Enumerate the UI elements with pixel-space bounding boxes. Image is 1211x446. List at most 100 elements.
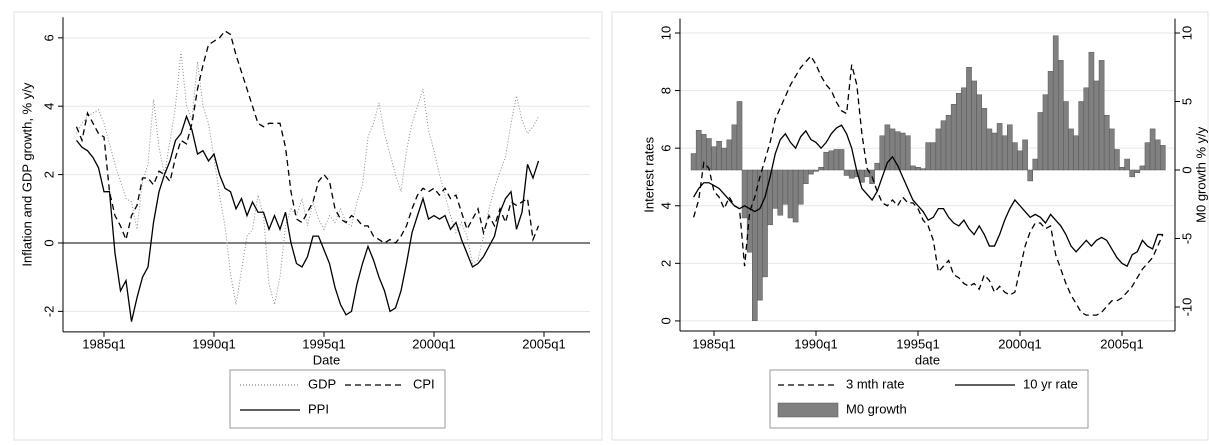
x-axis-title: date (915, 352, 940, 367)
bar (797, 169, 804, 205)
bar (808, 169, 814, 175)
bar (782, 169, 789, 205)
bar (721, 147, 728, 171)
bar (899, 132, 906, 171)
y2-tick-label: -5 (1179, 233, 1194, 245)
legend-label: CPI (413, 376, 435, 391)
legend-box (229, 369, 446, 429)
y-axis-title: Inflation and GDP growth, % y/y (19, 82, 34, 267)
panel-frame (13, 11, 603, 441)
legend-label: 3 mth rate (846, 376, 905, 391)
bar (915, 167, 921, 171)
y2-tick-label: -10 (1179, 298, 1194, 317)
bar (1144, 142, 1151, 171)
y2-tick-label: 5 (1179, 98, 1194, 105)
bar (1063, 101, 1069, 171)
bar (823, 151, 830, 171)
bar (991, 132, 998, 171)
legend-label: 10 yr rate (1023, 376, 1078, 391)
bar (945, 114, 952, 171)
bar (1073, 135, 1079, 171)
y-tick-label: 2 (41, 171, 56, 178)
y2-tick-label: 10 (1179, 26, 1194, 40)
bar (818, 167, 824, 171)
bar (930, 142, 937, 171)
bar (752, 169, 758, 321)
bar (1103, 114, 1110, 171)
x-tick-label: 1990q1 (794, 336, 837, 351)
bar (1129, 169, 1136, 178)
bar (925, 142, 932, 171)
bar (1027, 169, 1034, 182)
series-line (692, 54, 1164, 316)
bar (787, 169, 794, 219)
bar (838, 149, 845, 171)
bar (1078, 101, 1085, 171)
bar (695, 130, 702, 171)
bar (1032, 158, 1039, 171)
bar (910, 165, 916, 171)
y2-axis-title: M0 growth % y/y (1193, 126, 1208, 223)
y-tick-label: 8 (658, 87, 673, 94)
y-axis-title: Interest rates (641, 136, 656, 212)
bar (777, 169, 784, 216)
bar (1160, 145, 1166, 171)
bar (706, 138, 712, 171)
bar (1042, 94, 1049, 171)
bar (1134, 169, 1141, 173)
bar (966, 66, 972, 171)
x-tick-label: 2005q1 (1100, 336, 1143, 351)
bar (1017, 150, 1023, 171)
x-tick-label: 1995q1 (896, 336, 939, 351)
bar (1149, 128, 1156, 171)
bar (1124, 158, 1130, 171)
y-tick-label: -2 (41, 306, 56, 318)
y-tick-label: 2 (658, 260, 673, 267)
bar (813, 169, 819, 172)
bar (1058, 60, 1064, 171)
bar (1139, 165, 1146, 171)
bar (833, 149, 840, 171)
y-tick-label: 6 (41, 34, 56, 41)
y-tick-label: 0 (41, 239, 56, 246)
bar (1083, 87, 1090, 171)
x-tick-label: 1985q1 (82, 336, 125, 351)
bar (950, 103, 957, 171)
bar (803, 169, 809, 184)
legend-box (769, 369, 1089, 429)
bar (1114, 149, 1120, 171)
y-tick-label: 6 (658, 145, 673, 152)
bar (956, 93, 962, 171)
bar (736, 101, 743, 171)
x-tick-label: 2000q1 (412, 336, 455, 351)
bar (716, 140, 722, 171)
x-tick-label: 2005q1 (522, 336, 565, 351)
bar (1088, 51, 1095, 171)
bar (1007, 124, 1013, 171)
panel-frame (611, 11, 1209, 441)
bar (746, 169, 753, 253)
bar (690, 153, 697, 171)
legend-label: M0 growth (846, 401, 907, 416)
bar (981, 108, 988, 171)
legend-label: PPI (308, 401, 329, 416)
bar (1022, 139, 1028, 171)
bar (711, 146, 717, 171)
bar (757, 169, 763, 301)
x-tick-label: 1990q1 (192, 336, 235, 351)
bar (920, 168, 926, 171)
bar (848, 169, 855, 179)
bar (940, 120, 947, 171)
bar (971, 80, 977, 171)
bar (1037, 112, 1044, 171)
y2-tick-label: 0 (1179, 166, 1194, 173)
x-tick-label: 1995q1 (302, 336, 345, 351)
bar (1047, 71, 1054, 171)
bar (726, 139, 733, 171)
x-axis-title: Date (313, 352, 340, 367)
bar (879, 135, 886, 171)
bar (1119, 167, 1125, 171)
bar (1012, 142, 1018, 171)
